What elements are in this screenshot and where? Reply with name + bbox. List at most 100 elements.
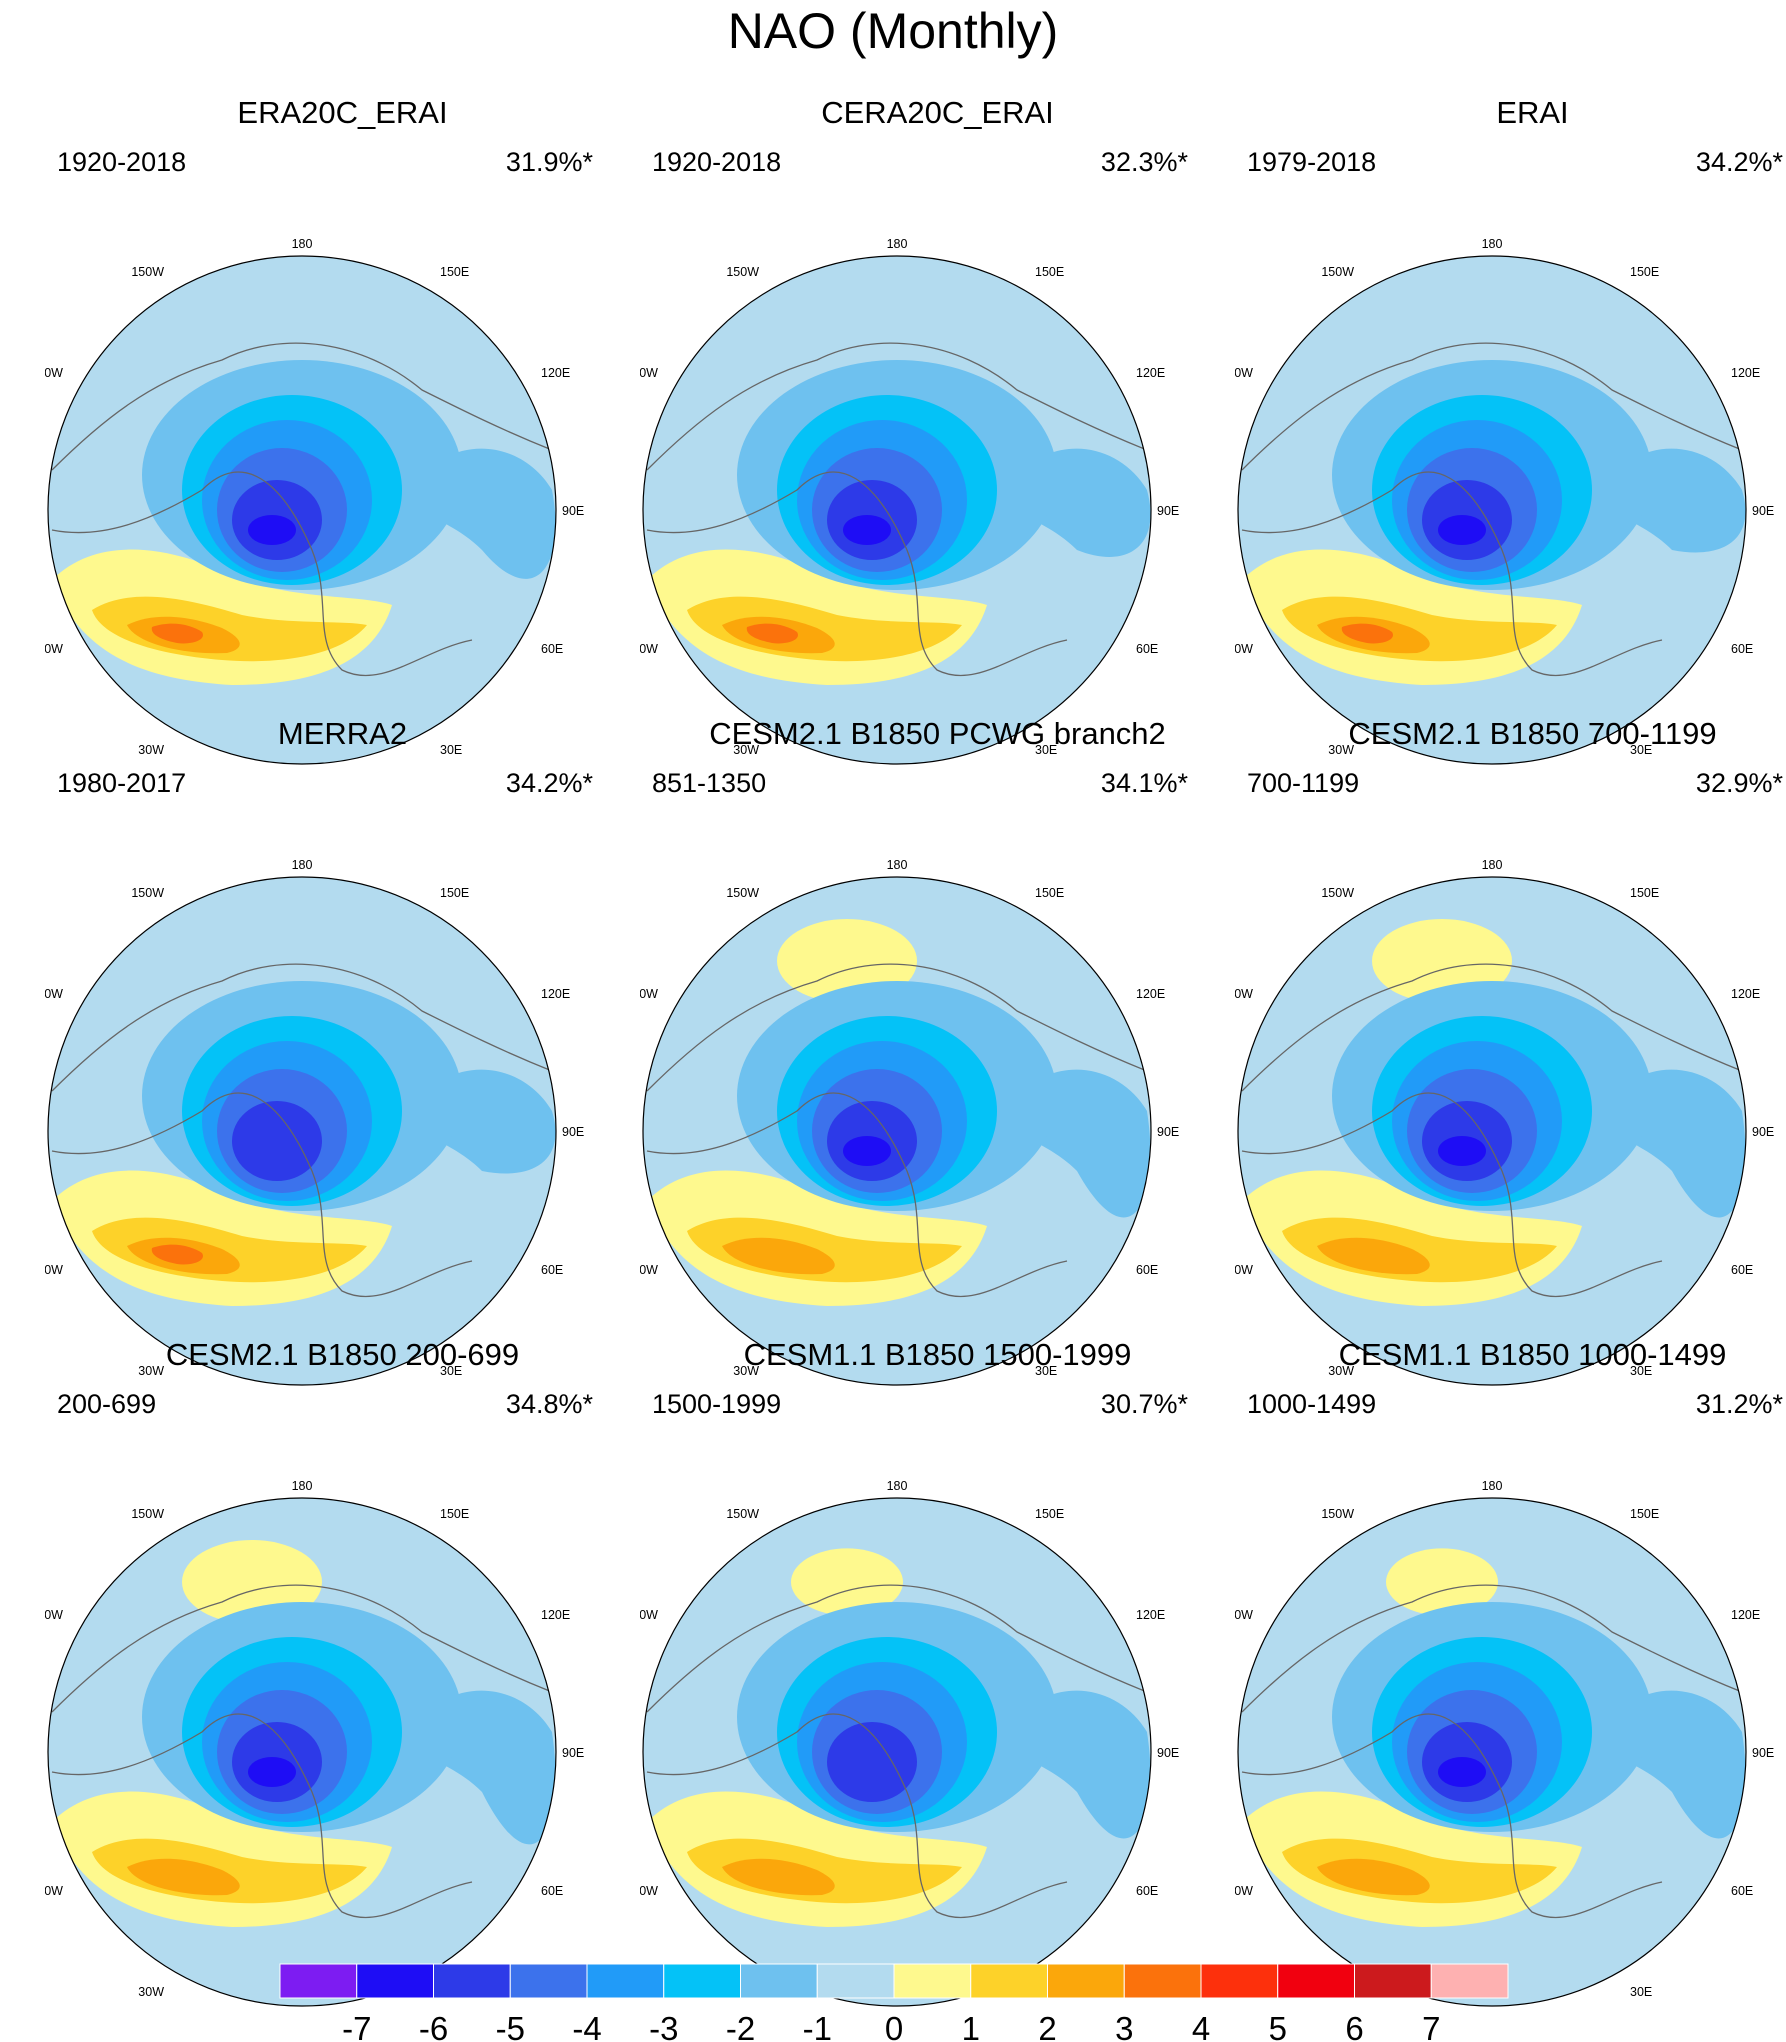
- coastline-north: [51, 342, 553, 471]
- longitude-label: 150E: [1035, 1507, 1064, 1521]
- panel-years: 1920-2018: [57, 147, 187, 177]
- longitude-label: 30W: [138, 1985, 164, 1999]
- longitude-label: 180: [1482, 858, 1503, 872]
- longitude-label: 30W: [1328, 1985, 1354, 1999]
- panel-variance: 34.8%*: [505, 1389, 593, 1419]
- panel-title: CESM1.1 B1850 1500-1999: [743, 1337, 1132, 1372]
- map-border: [47, 1497, 557, 2007]
- longitude-label: 30E: [440, 1985, 462, 1999]
- polar-map: 180150W150E120W120E90W90E60W60E30W30E0: [45, 1479, 584, 2007]
- longitude-label: 60E: [1136, 1884, 1158, 1898]
- coastline-north: [51, 1584, 553, 1713]
- panel-title: CESM2.1 B1850 PCWG branch2: [709, 716, 1166, 751]
- contour-high-3: [1317, 1237, 1430, 1275]
- longitude-label: 30E: [440, 743, 462, 757]
- longitude-label: 150E: [1035, 265, 1064, 279]
- polar-map: 180150W150E120W120E90W90E60W60E30W30E0: [1235, 1479, 1774, 2007]
- longitude-label: 150E: [440, 265, 469, 279]
- panel-title: MERRA2: [277, 716, 408, 751]
- map-border: [642, 255, 1152, 765]
- longitude-label: 150E: [1630, 886, 1659, 900]
- contour-low-6: [248, 515, 296, 545]
- longitude-label: 90E: [1752, 1125, 1774, 1139]
- polar-map: 180150W150E120W120E90W90E60W60E30W30E0: [640, 237, 1179, 765]
- coastline-atlantic: [1241, 471, 1663, 677]
- longitude-label: 30E: [440, 1364, 462, 1378]
- map-border: [47, 876, 557, 1386]
- map-panel: CESM2.1 B1850 PCWG branch2 180 150W 150E 120…: [640, 716, 1235, 1386]
- coastline-north: [1241, 342, 1743, 471]
- longitude-label: 120W: [1235, 366, 1253, 380]
- panel-title: CESM1.1 B1850 1000-1499: [1338, 1337, 1727, 1372]
- map-panel: ERAI180150W150E120W120E90W90E60W60E30W30…: [1235, 95, 1786, 765]
- longitude-label: 150E: [440, 886, 469, 900]
- panel-years: 1980-2017: [57, 768, 187, 798]
- polar-map: 180150W150E120W120E90W90E60W60E30W30E0: [45, 858, 584, 1386]
- contour-low-6: [843, 515, 891, 545]
- longitude-label: 60W: [1235, 642, 1253, 656]
- longitude-label: 30W: [733, 1985, 759, 1999]
- longitude-label: 60E: [541, 642, 563, 656]
- longitude-label: 120W: [45, 987, 63, 1001]
- polar-map: 180150W150E120W120E90W90E60W60E30W30E0: [45, 237, 584, 765]
- longitude-label: 120E: [1136, 366, 1165, 380]
- panel-years: 851-1350: [652, 768, 767, 798]
- contour-high-4: [151, 1244, 203, 1265]
- contour-high-4: [746, 623, 798, 644]
- coastline-atlantic: [646, 1092, 1068, 1298]
- longitude-label: 60W: [45, 1884, 63, 1898]
- contour-pacific-high: [1386, 1548, 1498, 1616]
- map-border: [1237, 255, 1747, 765]
- longitude-label: 150E: [1630, 1507, 1659, 1521]
- longitude-label: 120W: [1235, 987, 1253, 1001]
- longitude-label: 60W: [45, 1263, 63, 1277]
- panel-title: CERA20C_ERAI: [821, 95, 1054, 130]
- longitude-label: 60W: [45, 642, 63, 656]
- contour-high-3: [127, 1858, 240, 1896]
- map-panel: CESM1.1 B1850 1500-1999 180 150W 150E 120W 12…: [640, 1337, 1235, 2007]
- longitude-label: 180: [292, 1479, 313, 1493]
- panel-title: CESM2.1 B1850 700-1199: [1348, 716, 1717, 751]
- longitude-label: 60E: [1136, 642, 1158, 656]
- longitude-label: 90E: [562, 504, 584, 518]
- longitude-label: 180: [887, 858, 908, 872]
- longitude-label: 120W: [640, 1608, 658, 1622]
- panel-years: 200-699: [57, 1389, 157, 1419]
- longitude-label: 60W: [1235, 1263, 1253, 1277]
- longitude-label: 180: [1482, 237, 1503, 251]
- longitude-label: 150W: [1321, 265, 1354, 279]
- longitude-label: 30W: [1328, 743, 1354, 757]
- longitude-label: 90E: [1157, 1746, 1179, 1760]
- coastline-atlantic: [1241, 1092, 1663, 1298]
- longitude-label: 90E: [562, 1746, 584, 1760]
- coastline-north: [1241, 963, 1743, 1092]
- longitude-label: 120E: [1731, 987, 1760, 1001]
- panel-years: 1979-2018: [1247, 147, 1377, 177]
- panel-variance: 34.1%*: [1100, 768, 1188, 798]
- map-panel: CESM1.1 B1850 1000-1499 180 150W 150E 120W 12…: [1235, 1337, 1786, 2007]
- contour-high-4: [1341, 623, 1393, 644]
- longitude-label: 150W: [726, 1507, 759, 1521]
- panel-variance: 32.3%*: [1100, 147, 1188, 177]
- longitude-label: 30W: [138, 1364, 164, 1378]
- panel-variance: 31.9%*: [505, 147, 593, 177]
- longitude-label: 120E: [541, 987, 570, 1001]
- longitude-label: 150W: [131, 1507, 164, 1521]
- longitude-label: 60W: [640, 1263, 658, 1277]
- map-border: [1237, 876, 1747, 1386]
- longitude-label: 60E: [1731, 1263, 1753, 1277]
- map-panel: CESM2.1 B1850 700-1199 180 150W 150E 120W 120…: [1235, 716, 1786, 1386]
- map-panel: ERA20C_ERAI180150W150E120W120E90W90E60W6…: [45, 95, 640, 765]
- map-panel: CERA20C_ERAI180150W150E120W120E90W90E60W…: [640, 95, 1235, 765]
- longitude-label: 60W: [640, 642, 658, 656]
- contour-low-6: [843, 1136, 891, 1166]
- longitude-label: 30E: [1630, 1985, 1652, 1999]
- coastline-atlantic: [51, 471, 473, 677]
- coastline-north: [646, 1584, 1148, 1713]
- contour-low-6: [1438, 1136, 1486, 1166]
- longitude-label: 120W: [45, 366, 63, 380]
- polar-map: 180150W150E120W120E90W90E60W60E30W30E0: [640, 858, 1179, 1386]
- coastline-atlantic: [51, 1092, 473, 1298]
- longitude-label: 120E: [1731, 366, 1760, 380]
- coastline-north: [51, 963, 553, 1092]
